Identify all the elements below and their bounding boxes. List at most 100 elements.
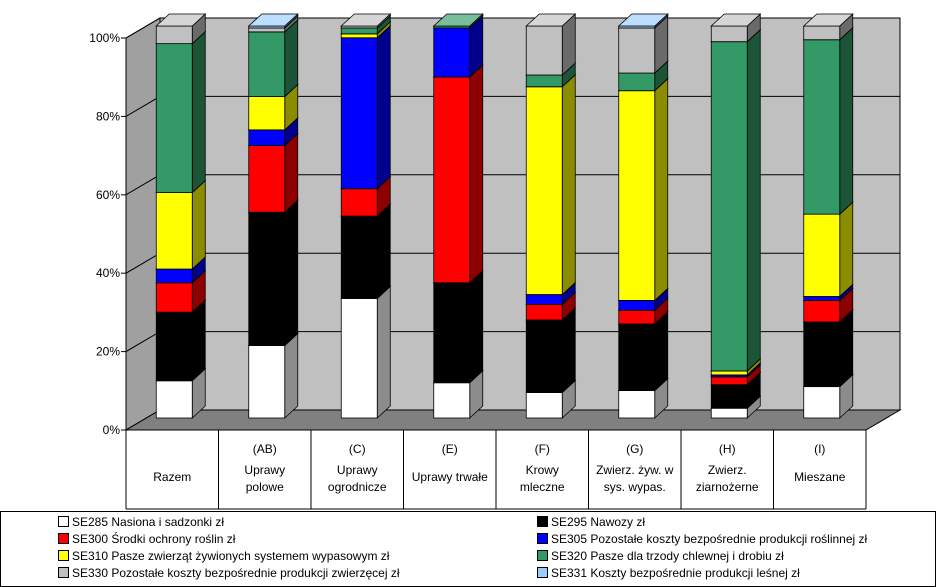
bar-top — [617, 13, 669, 27]
category-code: (F) — [535, 442, 550, 456]
legend-item: SE300 Środki ochrony roślin zł — [58, 530, 235, 547]
bar-segment — [340, 298, 378, 419]
legend-label: SE331 Koszty bezpośrednie produkcji leśn… — [551, 565, 800, 580]
legend-item: SE295 Nawozy zł — [537, 513, 645, 530]
legend-swatch — [58, 567, 69, 578]
legend-swatch — [58, 550, 69, 561]
bar-segment — [525, 319, 563, 393]
bar-top — [155, 13, 207, 27]
legend-label: SE295 Nawozy zł — [551, 514, 646, 529]
bar-segment — [525, 74, 563, 88]
category-label: polowe — [246, 480, 284, 494]
bar-side — [654, 311, 669, 392]
bar-side — [469, 269, 484, 384]
legend-swatch — [537, 550, 548, 561]
bar-side — [284, 199, 299, 347]
legend-swatch — [537, 533, 548, 544]
bar-segment — [155, 25, 193, 45]
legend-item: SE305 Pozostałe koszty bezpośrednie prod… — [537, 530, 867, 547]
legend-label: SE305 Pozostałe koszty bezpośrednie prod… — [551, 531, 868, 546]
bar-segment — [803, 299, 841, 323]
category-code: (G) — [626, 442, 643, 456]
y-tick-label: 0% — [103, 423, 121, 437]
legend-label: SE310 Pasze zwierząt żywionych systemem … — [72, 548, 390, 563]
bar-segment — [248, 345, 286, 419]
bar-segment — [155, 311, 193, 382]
legend: SE285 Nasiona i sadzonki zł SE295 Nawozy … — [0, 511, 936, 587]
category-code: (I) — [814, 442, 825, 456]
category-label: Uprawy — [337, 463, 378, 477]
bar-segment — [340, 188, 378, 217]
bar-segment — [803, 386, 841, 419]
bar-side — [839, 26, 854, 216]
legend-swatch — [537, 567, 548, 578]
bar-segment — [433, 76, 471, 284]
bar-segment — [710, 25, 748, 43]
category-label: ogrodnicze — [328, 480, 387, 494]
legend-label: SE300 Środki ochrony roślin zł — [72, 531, 236, 546]
bar-segment — [248, 27, 286, 33]
legend-label: SE285 Nasiona i sadzonki zł — [72, 514, 225, 529]
category-label: mleczne — [520, 480, 565, 494]
y-tick-label: 60% — [96, 188, 120, 202]
bar-top — [432, 13, 484, 27]
bar-side — [376, 203, 391, 300]
bar-top — [247, 13, 299, 27]
y-tick-label: 40% — [96, 266, 120, 280]
bar-segment — [618, 390, 656, 419]
bar-top — [525, 13, 577, 27]
bar-segment — [618, 309, 656, 325]
bar-side — [561, 73, 576, 296]
plot-floor — [124, 409, 902, 431]
bar-segment — [710, 407, 748, 419]
plot-side-wall — [125, 17, 161, 431]
bar-side — [839, 201, 854, 298]
bar-side — [376, 285, 391, 419]
bar-segment — [803, 296, 841, 301]
bar-segment — [248, 145, 286, 213]
bar-side — [746, 28, 761, 372]
y-tick-label: 100% — [89, 31, 120, 45]
bar-segment — [340, 37, 378, 190]
bar-segment — [525, 303, 563, 321]
bar-segment — [340, 27, 378, 35]
stacked-bar-chart: 0% 20% 40% 60% 80% 100% Razem (AB) Uprawy polowe (… — [89, 13, 902, 510]
bar-side — [839, 309, 854, 388]
bar-segment — [155, 380, 193, 419]
bar-side — [191, 179, 206, 270]
legend-swatch — [58, 533, 69, 544]
y-tick-label: 80% — [96, 109, 120, 123]
category-label: Uprawy — [244, 463, 285, 477]
legend-swatch — [58, 516, 69, 527]
legend-item: SE285 Nasiona i sadzonki zł — [58, 513, 224, 530]
bar-segment — [803, 321, 841, 388]
legend-item: SE330 Pozostałe koszty bezpośrednie prod… — [58, 564, 400, 581]
bar-segment — [618, 323, 656, 391]
category-label: Razem — [153, 470, 191, 484]
category-label: Uprawy trwałe — [412, 470, 488, 484]
category-label: Krowy — [526, 463, 559, 477]
bar-segment — [248, 96, 286, 131]
bar-segment — [248, 129, 286, 146]
category-code: (C) — [349, 442, 366, 456]
bar-segment — [618, 27, 656, 74]
bar-segment — [525, 392, 563, 419]
bar-segment — [803, 25, 841, 41]
category-code: (AB) — [253, 442, 277, 456]
bar-segment — [710, 370, 748, 376]
bar-side — [561, 307, 576, 394]
bar-side — [284, 332, 299, 419]
bar-side — [469, 64, 484, 284]
bar-side — [191, 30, 206, 194]
category-code: (H) — [719, 442, 736, 456]
bar-segment — [433, 282, 471, 384]
bar-segment — [248, 211, 286, 346]
bar-segment — [155, 268, 193, 284]
bar-segment — [340, 33, 378, 39]
legend-swatch — [537, 516, 548, 527]
bar-segment — [803, 39, 841, 215]
bar-top — [340, 13, 392, 27]
bar-segment — [433, 382, 471, 419]
bar-top — [802, 13, 854, 27]
